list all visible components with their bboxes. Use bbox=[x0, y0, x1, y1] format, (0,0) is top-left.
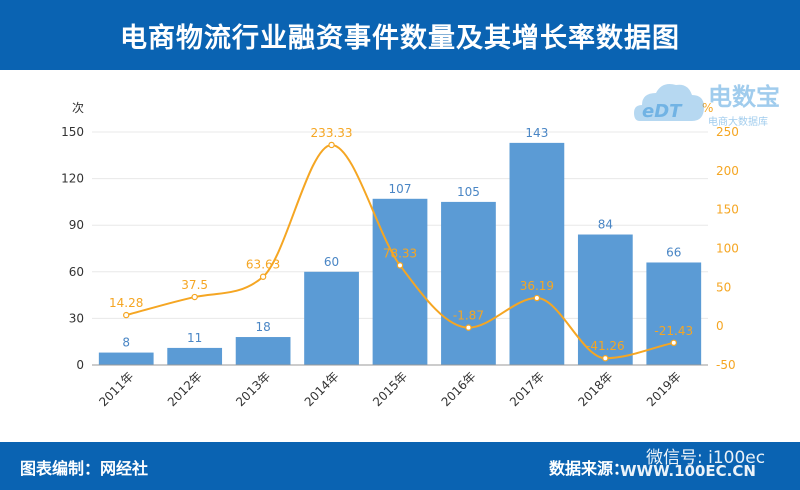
bar bbox=[235, 337, 291, 365]
y-left-tick-label: 150 bbox=[61, 125, 84, 139]
bar-value-label: 143 bbox=[525, 126, 548, 140]
line-point bbox=[123, 311, 130, 319]
line-value-label: 63.63 bbox=[246, 258, 280, 272]
line-point bbox=[602, 355, 609, 362]
chart: 0 30 60 90 120 150 -50 0 50 100 150 200 250 次 % 8 11 18 60… bbox=[61, 101, 739, 409]
line-value-label: -21.43 bbox=[654, 324, 693, 338]
y-right-tick-label: 200 bbox=[716, 164, 739, 178]
line-value-label: 78.33 bbox=[383, 246, 417, 260]
y-left-tick-label: 30 bbox=[69, 311, 84, 325]
line-point bbox=[259, 273, 267, 280]
bar-value-label: 11 bbox=[187, 331, 202, 345]
x-tick-label: 2011年 bbox=[96, 369, 136, 409]
bar-value-label: 66 bbox=[666, 245, 681, 259]
watermark-logo: eDT 电数宝 电商大数据库 bbox=[634, 83, 780, 128]
y-left-tick-label: 0 bbox=[76, 358, 84, 372]
bar-value-label: 84 bbox=[598, 218, 613, 232]
x-tick-label: 2015年 bbox=[370, 369, 410, 409]
bar bbox=[509, 142, 565, 365]
line-point bbox=[396, 262, 404, 269]
data-source: 数据来源： bbox=[549, 459, 630, 478]
line-point bbox=[465, 324, 472, 331]
bar bbox=[167, 347, 223, 365]
bar bbox=[646, 262, 702, 365]
bar bbox=[304, 271, 359, 365]
y-right-tick-label: 0 bbox=[716, 319, 724, 333]
bar bbox=[372, 198, 428, 365]
watermark-wechat: 微信号: i100ec WWW.100EC.CN bbox=[616, 440, 800, 490]
line-value-label: 233.33 bbox=[311, 126, 353, 140]
bar bbox=[441, 201, 496, 365]
x-tick-label: 2017年 bbox=[507, 369, 547, 409]
growth-rate-line bbox=[125, 143, 674, 360]
header-bar: 电商物流行业融资事件数量及其增长率数据图 bbox=[0, 0, 800, 70]
line-value-label: 37.5 bbox=[181, 278, 208, 292]
y-right-tick-label: -50 bbox=[716, 358, 736, 372]
bar-value-label: 18 bbox=[255, 320, 270, 334]
y-left-tick-label: 120 bbox=[61, 172, 84, 186]
line-point bbox=[191, 293, 198, 301]
bar-value-label: 105 bbox=[457, 185, 480, 199]
y-left-tick-label: 90 bbox=[69, 218, 84, 232]
y-left-tick-label: 60 bbox=[69, 265, 84, 279]
x-tick-label: 2018年 bbox=[575, 369, 615, 409]
y-left-axis-label: 次 bbox=[72, 101, 84, 115]
bar-value-label: 8 bbox=[122, 336, 130, 350]
page-title: 电商物流行业融资事件数量及其增长率数据图 bbox=[120, 22, 680, 54]
line-value-label: -1.87 bbox=[453, 309, 484, 323]
line-point bbox=[328, 141, 335, 149]
footer-bar: 图表编制：网经社 数据来源： bbox=[0, 442, 800, 490]
x-tick-label: 2012年 bbox=[165, 369, 205, 409]
line-value-label: 14.28 bbox=[109, 296, 143, 310]
bar-value-label: 107 bbox=[389, 182, 412, 196]
x-tick-label: 2019年 bbox=[644, 369, 684, 409]
bar bbox=[577, 234, 633, 365]
cloud-icon bbox=[634, 84, 704, 121]
bar-value-label: 60 bbox=[324, 255, 339, 269]
line-point bbox=[670, 339, 677, 347]
line-value-label: -41.26 bbox=[586, 339, 625, 353]
wechat-id-text: 微信号: i100ec bbox=[646, 448, 766, 468]
y-right-tick-label: 50 bbox=[716, 280, 731, 294]
bar bbox=[98, 352, 154, 365]
line-value-label: 36.19 bbox=[520, 279, 554, 293]
y-right-axis-label: % bbox=[702, 101, 713, 115]
watermark-logo-sub: 电商大数据库 bbox=[708, 115, 768, 128]
watermark-logo-mark: eDT bbox=[642, 101, 683, 122]
y-right-tick-label: 150 bbox=[716, 203, 739, 217]
y-right-tick-label: 100 bbox=[716, 242, 739, 256]
watermark-logo-text: 电数宝 bbox=[708, 83, 780, 111]
y-right-tick-label: 250 bbox=[716, 125, 739, 139]
site-url-text: WWW.100EC.CN bbox=[620, 462, 756, 480]
x-tick-label: 2014年 bbox=[302, 369, 342, 409]
line-point bbox=[533, 294, 541, 302]
chart-credit: 图表编制：网经社 bbox=[20, 459, 149, 478]
x-tick-label: 2013年 bbox=[233, 369, 273, 409]
x-tick-label: 2016年 bbox=[439, 369, 479, 409]
